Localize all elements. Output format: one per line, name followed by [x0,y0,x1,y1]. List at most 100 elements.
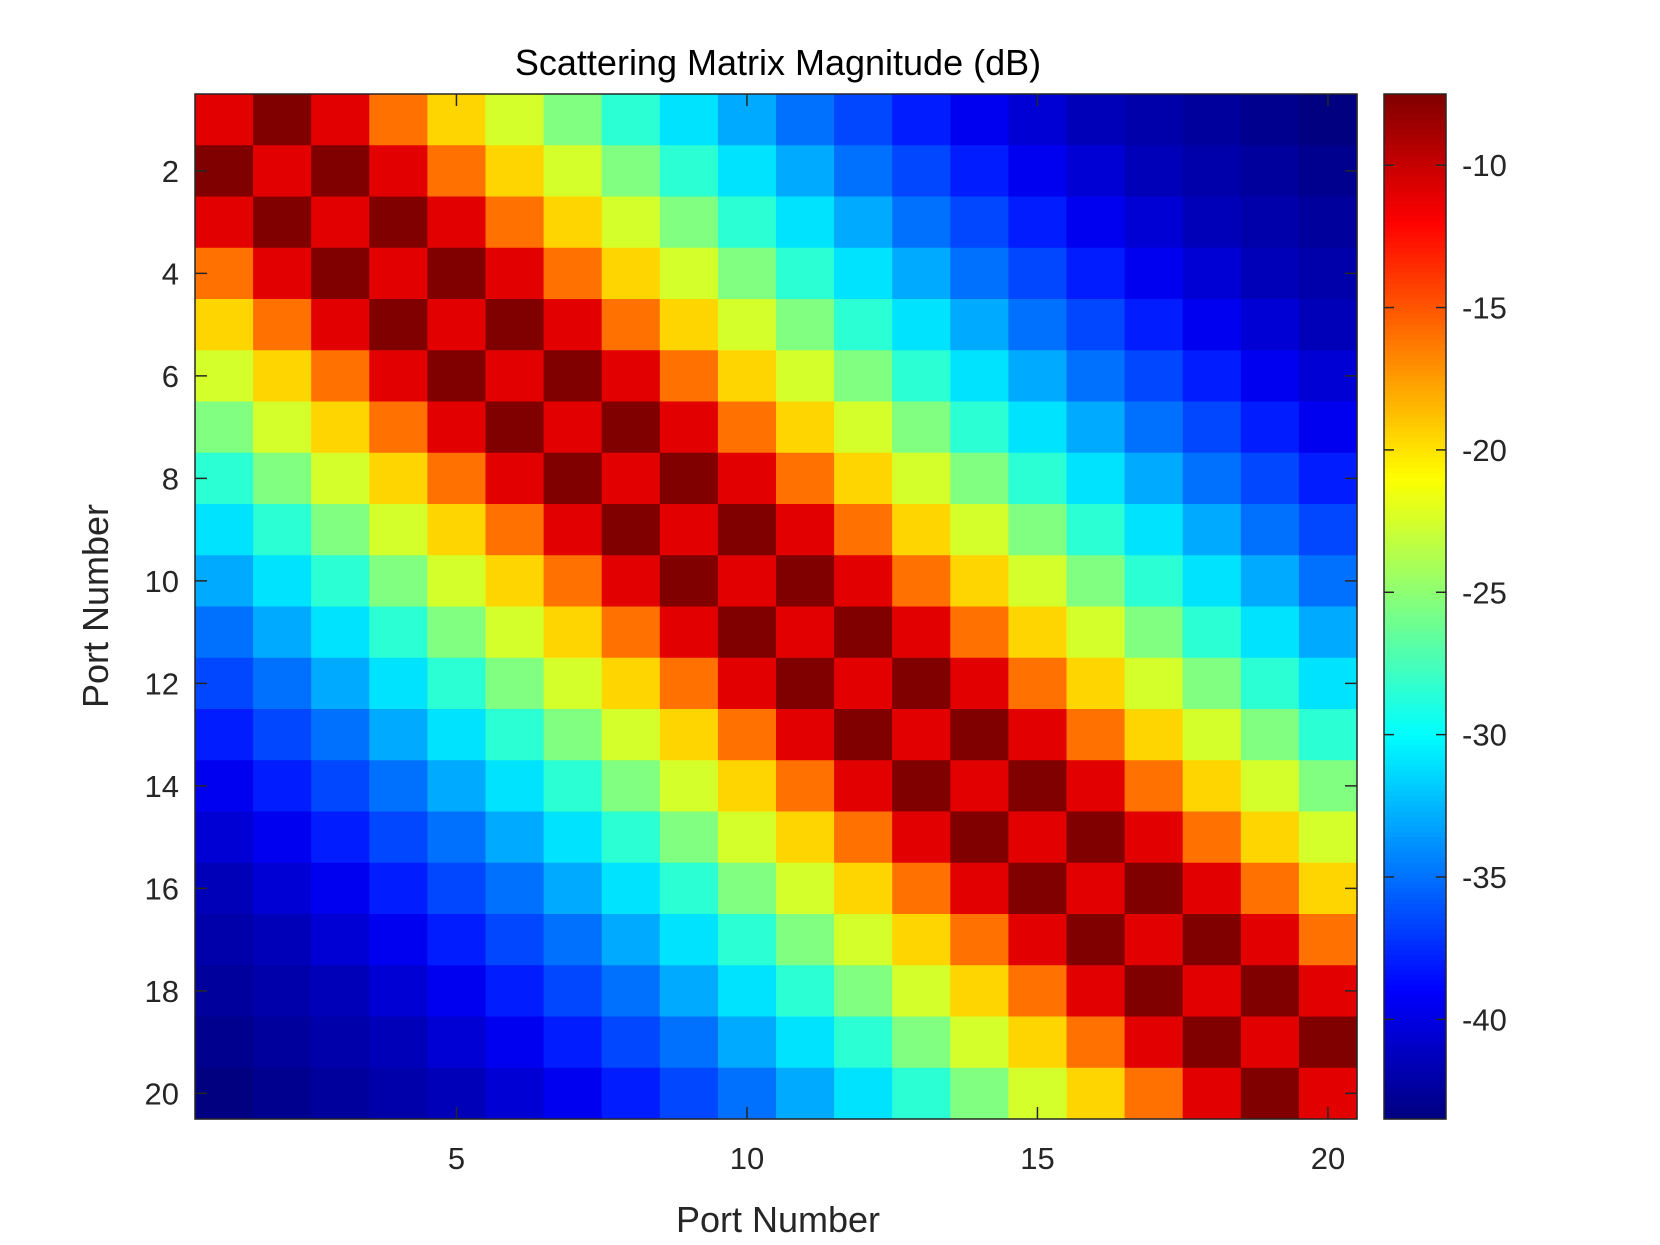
heatmap-cell [369,452,428,505]
y-tick-label: 2 [162,154,179,189]
heatmap-cell [1182,452,1242,505]
heatmap-cell [427,401,487,454]
colorbar-segment [1384,944,1446,951]
colorbar-segment [1384,1067,1446,1074]
colorbar-segment [1384,555,1446,561]
y-tick-label: 12 [145,666,179,701]
heatmap-cell [950,94,1009,146]
colorbar-segment [1384,990,1446,997]
colorbar-segment [1384,657,1446,664]
heatmap-cell [950,196,1009,249]
colorbar-segment [1384,668,1446,674]
colorbar-segment [1384,755,1446,761]
heatmap-cell [485,299,545,351]
x-tick-label: 15 [1020,1141,1054,1176]
heatmap-cell [776,299,835,351]
heatmap-cell [834,504,893,556]
heatmap-cell [950,555,1009,608]
colorbar-segment [1384,416,1446,423]
heatmap-cell [892,247,951,300]
heatmap-cell [717,555,777,608]
colorbar-segment [1384,857,1446,864]
colorbar-segment [1384,545,1446,551]
heatmap-cell [311,709,370,761]
colorbar-segment [1384,160,1446,167]
heatmap-cell [1008,606,1068,659]
colorbar-segment [1384,826,1446,833]
colorbar-segment [1384,678,1446,684]
heatmap-cell [195,299,254,351]
colorbar-segment [1384,724,1446,731]
heatmap-cell [601,247,661,300]
heatmap-cell [601,555,661,608]
heatmap-cell [892,350,951,403]
colorbar-segment [1384,734,1446,741]
heatmap-cell [1240,196,1300,249]
heatmap-cell [1066,94,1126,146]
heatmap-cell [834,657,893,710]
colorbar-segment [1384,729,1446,736]
heatmap-cell [1124,811,1184,864]
heatmap-cell [776,145,835,198]
heatmap-cell [1008,145,1068,198]
heatmap-cell [1182,401,1242,454]
heatmap-cell [601,657,661,710]
heatmap-cell [485,965,545,1018]
colorbar-segment [1384,140,1446,146]
colorbar-segment [1384,375,1446,382]
colorbar-tick-label: -20 [1462,433,1507,468]
x-tick-label: 20 [1311,1141,1345,1176]
colorbar-segment [1384,570,1446,577]
x-tick-label: 5 [448,1141,465,1176]
heatmap-cell [1182,709,1242,761]
colorbar-segment [1384,365,1446,372]
heatmap-cell [776,760,835,813]
colorbar-segment [1384,104,1446,110]
colorbar-segment [1384,201,1446,208]
heatmap-cell [1124,1016,1184,1069]
heatmap-cell [253,145,312,198]
heatmap-cell [1066,247,1126,300]
heatmap-cell [1182,299,1242,351]
heatmap-cell [717,1016,777,1069]
heatmap-cell [485,350,545,403]
heatmap-cell [485,196,545,249]
heatmap-cell [1066,145,1126,198]
heatmap-cell [427,452,487,505]
y-axis-label: Port Number [75,504,116,708]
heatmap-cell [717,709,777,761]
colorbar-segment [1384,529,1446,536]
heatmap-cell [1008,657,1068,710]
y-tick-label: 16 [145,871,179,906]
heatmap-cell [1124,555,1184,608]
colorbar-segment [1384,934,1446,941]
plot-frame [194,93,1358,1120]
heatmap-cell [776,196,835,249]
y-tick-label: 10 [145,564,179,599]
heatmap-cell [1008,452,1068,505]
colorbar-segment [1384,411,1446,418]
colorbar-segment [1384,437,1446,444]
heatmap-cell [717,965,777,1018]
heatmap-cell [1008,350,1068,403]
heatmap-cell [601,350,661,403]
colorbar-segment [1384,1011,1446,1018]
heatmap-cell [834,350,893,403]
heatmap-cell [892,1067,951,1120]
heatmap-cell [1240,1016,1300,1069]
heatmap-cell [1298,709,1358,761]
heatmap-cell [659,299,719,351]
heatmap-cell [543,401,603,454]
colorbar-segment [1384,498,1446,505]
heatmap-cell [427,299,487,351]
colorbar-segment [1384,975,1446,982]
heatmap-cell [369,196,428,249]
heatmap-cell [311,760,370,813]
colorbar-segment [1384,980,1446,987]
heatmap-cell [485,760,545,813]
colorbar-segment [1384,637,1446,643]
heatmap-cell [1182,914,1242,966]
colorbar-segment [1384,703,1446,710]
heatmap-cell [892,401,951,454]
colorbar-segment [1384,842,1446,848]
